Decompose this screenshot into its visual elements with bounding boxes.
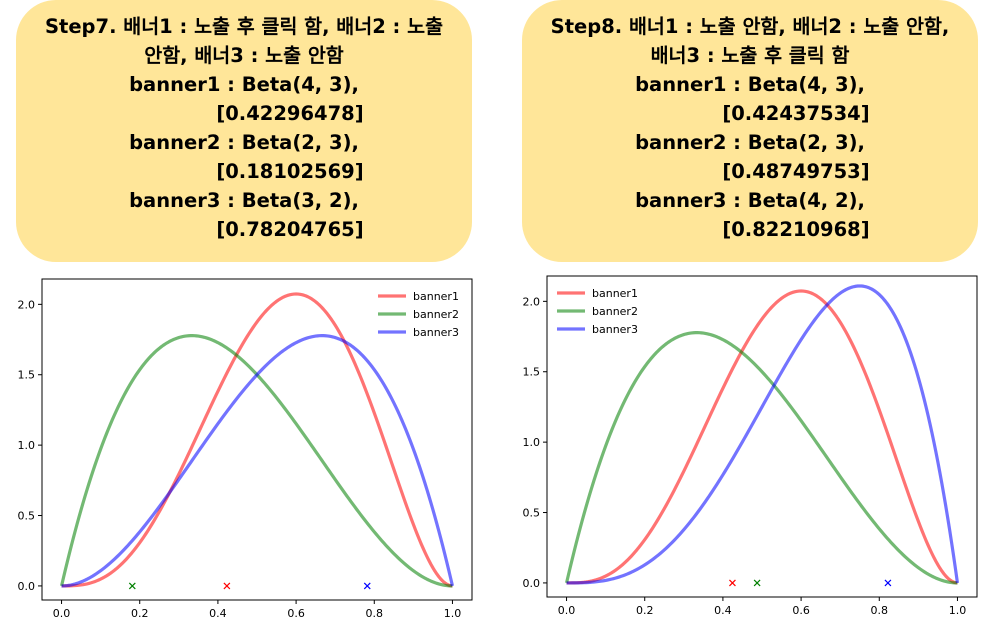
- sample-marker-banner2: [128, 582, 136, 590]
- x-tick-label: 1.0: [949, 604, 967, 617]
- step7-title: Step7. 배너1 : 노출 후 클릭 함, 배너2 : 노출 안함, 배너3…: [44, 15, 444, 67]
- y-tick-label: 1.0: [523, 436, 541, 449]
- banner3-sample: [0.78204765]: [216, 218, 364, 241]
- x-tick-label: 0.2: [131, 607, 149, 620]
- banner3-params: banner3 : Beta(3, 2),: [129, 189, 359, 212]
- legend-label: banner1: [592, 287, 638, 300]
- y-tick-label: 1.5: [18, 369, 36, 382]
- legend-label: banner2: [413, 308, 459, 321]
- legend: banner1 banner2 banner3: [557, 287, 638, 336]
- x-tick-label: 0.2: [636, 604, 654, 617]
- x-tick-label: 0.8: [871, 604, 889, 617]
- y-tick-label: 1.0: [18, 439, 36, 452]
- x-tick-label: 0.6: [287, 607, 305, 620]
- y-tick-label: 0.0: [523, 577, 541, 590]
- pdf-curve-banner3: [566, 284, 960, 585]
- x-tick-label: 0.8: [366, 607, 384, 620]
- pdf-curve-banner1: [566, 289, 958, 585]
- step7-panel: Step7. 배너1 : 노출 후 클릭 함, 배너2 : 노출 안함, 배너3…: [16, 0, 473, 620]
- y-tick-label: 2.0: [18, 298, 36, 311]
- step8-beta-chart: 0.0 0.2 0.4 0.6 0.8 1.0 0.0 0.5 1.0 1.5 2.0 banner1…: [523, 275, 978, 617]
- axes-frame: [41, 278, 473, 601]
- banner1-sample: [0.42437534]: [722, 102, 870, 125]
- banner2-params: banner2 : Beta(2, 3),: [129, 131, 359, 154]
- sample-marker-banner1: [729, 579, 736, 587]
- x-tick-label: 0.0: [558, 604, 576, 617]
- legend-label: banner3: [592, 323, 638, 336]
- y-tick-label: 2.0: [523, 295, 541, 308]
- banner2-params: banner2 : Beta(2, 3),: [635, 131, 865, 154]
- y-tick-label: 1.5: [523, 366, 541, 379]
- pdf-curve-banner1: [61, 292, 453, 588]
- y-tick-label: 0.0: [18, 580, 36, 593]
- step7-callout: Step7. 배너1 : 노출 후 클릭 함, 배너2 : 노출 안함, 배너3…: [16, 0, 472, 262]
- step7-beta-chart: 0.0 0.2 0.4 0.6 0.8 1.0 0.0 0.5 1.0 1.5 2.0 banner1…: [18, 278, 473, 620]
- banner2-sample: [0.48749753]: [722, 160, 870, 183]
- step8-callout: Step8. 배너1 : 노출 안함, 배너2 : 노출 안함, 배너3 : 노…: [522, 0, 978, 262]
- x-tick-label: 0.4: [209, 607, 227, 620]
- pdf-curve-banner3: [61, 334, 455, 588]
- pdf-curve-banner2: [564, 331, 958, 585]
- legend-label: banner3: [413, 326, 459, 339]
- banner3-params: banner3 : Beta(4, 2),: [635, 189, 865, 212]
- step8-title: Step8. 배너1 : 노출 안함, 배너2 : 노출 안함, 배너3 : 노…: [550, 15, 950, 67]
- x-tick-label: 1.0: [444, 607, 462, 620]
- axes-frame: [546, 275, 978, 598]
- legend-label: banner1: [413, 290, 459, 303]
- banner1-params: banner1 : Beta(4, 3),: [129, 73, 359, 96]
- banner3-sample: [0.82210968]: [722, 218, 870, 241]
- banner1-sample: [0.42296478]: [216, 102, 364, 125]
- step8-panel: Step8. 배너1 : 노출 안함, 배너2 : 노출 안함, 배너3 : 노…: [497, 0, 994, 626]
- x-tick-label: 0.6: [792, 604, 810, 617]
- banner1-params: banner1 : Beta(4, 3),: [635, 73, 865, 96]
- banner2-sample: [0.18102569]: [216, 160, 364, 183]
- x-tick-label: 0.0: [53, 607, 71, 620]
- y-tick-label: 0.5: [18, 510, 36, 523]
- sample-marker-banner1: [223, 582, 231, 590]
- sample-marker-banner3: [884, 579, 892, 587]
- legend: banner1 banner2 banner3: [378, 290, 459, 339]
- x-tick-label: 0.4: [714, 604, 732, 617]
- sample-marker-banner2: [753, 579, 761, 587]
- sample-marker-banner3: [363, 582, 371, 590]
- y-tick-label: 0.5: [523, 507, 541, 520]
- legend-label: banner2: [592, 305, 638, 318]
